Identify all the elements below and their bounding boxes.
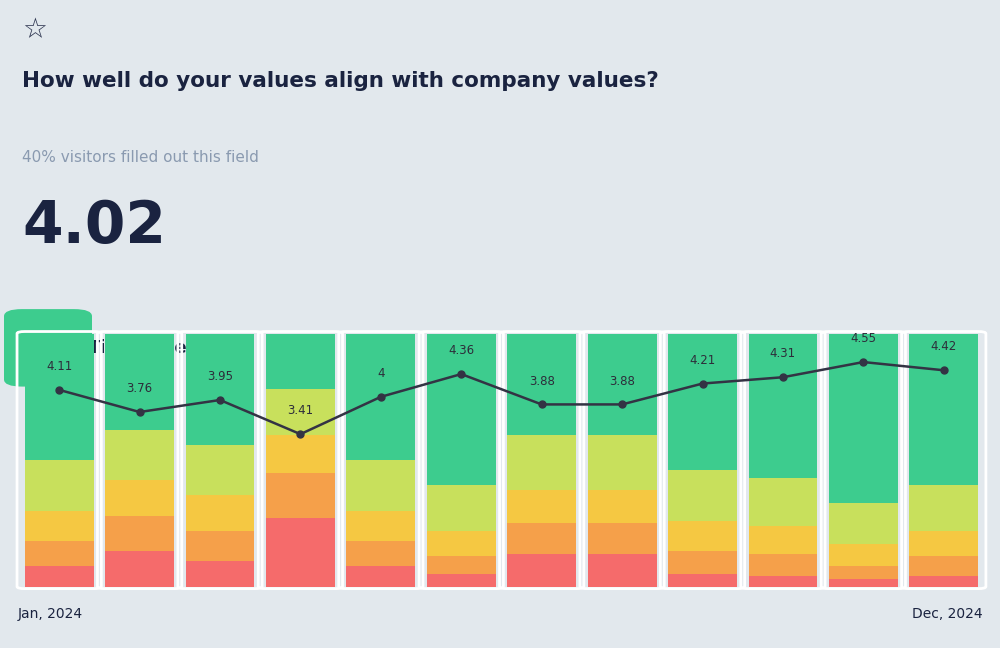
Bar (507, 435, 576, 491)
Bar (829, 544, 898, 566)
Bar (266, 389, 335, 435)
Bar (105, 430, 174, 480)
Bar (346, 566, 415, 586)
Bar (668, 551, 737, 574)
Bar (668, 334, 737, 470)
Text: How well do your values align with company values?: How well do your values align with compa… (22, 71, 659, 91)
Bar (25, 460, 94, 511)
Bar (507, 553, 576, 586)
Bar (909, 531, 978, 556)
Bar (749, 526, 817, 553)
Text: 3.95: 3.95 (207, 370, 233, 383)
Text: 3.88: 3.88 (609, 375, 635, 388)
Bar (507, 334, 576, 435)
Bar (266, 334, 335, 389)
Text: 4.42: 4.42 (931, 340, 957, 353)
Circle shape (56, 344, 74, 351)
Bar (427, 531, 496, 556)
Bar (829, 579, 898, 586)
Bar (829, 334, 898, 503)
FancyBboxPatch shape (4, 309, 92, 387)
Text: 4: 4 (377, 367, 385, 380)
Bar (105, 480, 174, 516)
Text: 4.21: 4.21 (689, 354, 716, 367)
Bar (588, 491, 657, 524)
Text: ☆: ☆ (22, 16, 47, 44)
Text: 4.55: 4.55 (850, 332, 876, 345)
Bar (25, 541, 94, 566)
Text: 3.88: 3.88 (529, 375, 555, 388)
Bar (588, 524, 657, 553)
Text: 4.36: 4.36 (448, 344, 474, 357)
Bar (749, 478, 817, 526)
Bar (346, 334, 415, 460)
Bar (427, 334, 496, 485)
Bar (427, 574, 496, 586)
Bar (266, 435, 335, 473)
Bar (105, 551, 174, 586)
Bar (507, 524, 576, 553)
Bar (909, 556, 978, 577)
Bar (749, 553, 817, 577)
Bar (909, 334, 978, 485)
Text: 4.02: 4.02 (22, 198, 166, 255)
Bar (507, 491, 576, 524)
Bar (266, 473, 335, 518)
Text: Timeseries: Timeseries (88, 339, 198, 357)
Text: 3.41: 3.41 (287, 404, 313, 417)
Bar (25, 334, 94, 460)
Bar (909, 485, 978, 531)
Text: 40% visitors filled out this field: 40% visitors filled out this field (22, 150, 259, 165)
Text: Dec, 2024: Dec, 2024 (912, 607, 983, 621)
Bar (427, 485, 496, 531)
Bar (186, 445, 254, 496)
Bar (829, 566, 898, 579)
Bar (829, 503, 898, 544)
Bar (588, 553, 657, 586)
Text: 4.11: 4.11 (46, 360, 72, 373)
Bar (105, 334, 174, 430)
Bar (266, 518, 335, 586)
Bar (186, 496, 254, 531)
Text: Jan, 2024: Jan, 2024 (18, 607, 83, 621)
Bar (25, 511, 94, 541)
Bar (186, 531, 254, 561)
Bar (25, 566, 94, 586)
Bar (668, 574, 737, 586)
Bar (105, 516, 174, 551)
Bar (749, 334, 817, 478)
Bar (346, 541, 415, 566)
Bar (909, 577, 978, 586)
Bar (588, 334, 657, 435)
Bar (668, 521, 737, 551)
Bar (186, 561, 254, 586)
Text: 4.31: 4.31 (770, 347, 796, 360)
Bar (346, 460, 415, 511)
Text: 3.76: 3.76 (127, 382, 153, 395)
Bar (749, 577, 817, 586)
Bar (427, 556, 496, 574)
Bar (186, 334, 254, 445)
Bar (668, 470, 737, 521)
Bar (588, 435, 657, 491)
Bar (346, 511, 415, 541)
